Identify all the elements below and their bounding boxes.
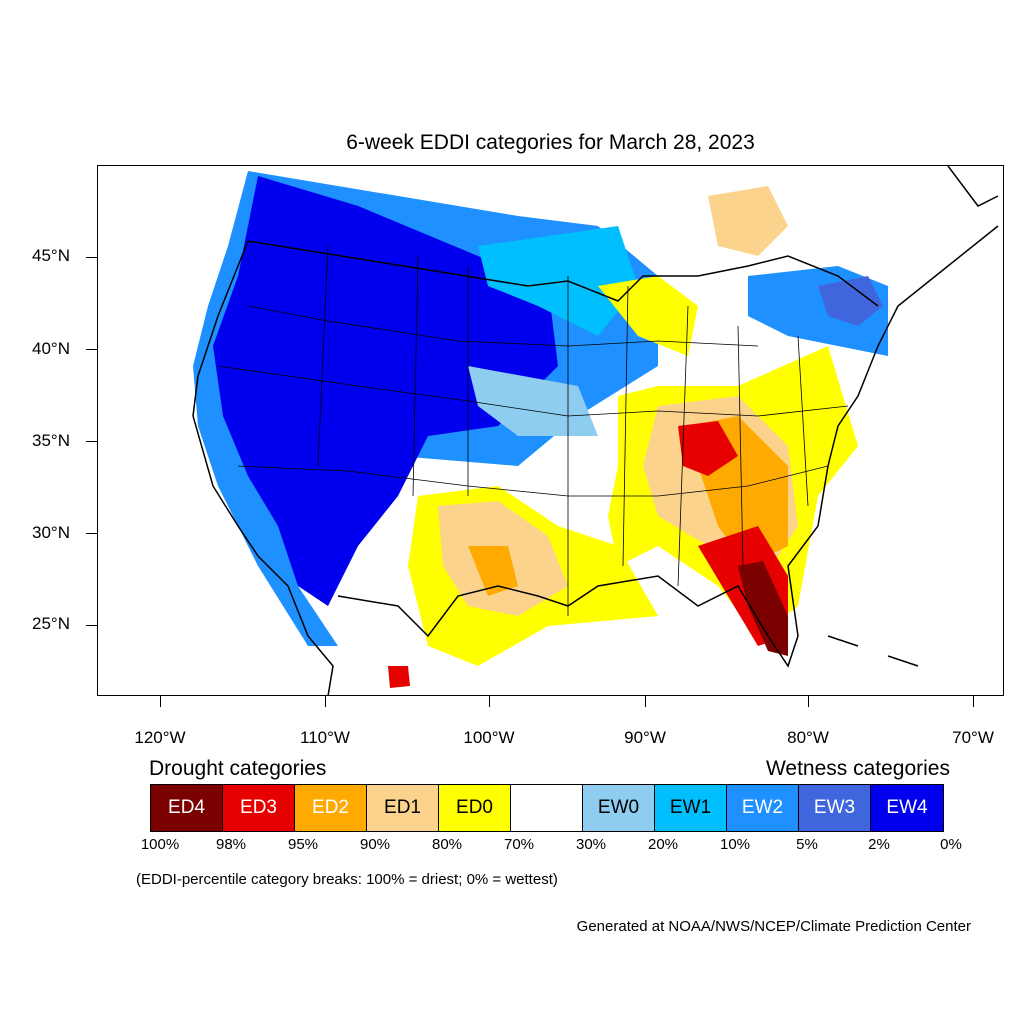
dry-region-texas-ed2 <box>468 546 518 596</box>
lon-tick-120 <box>160 696 161 707</box>
lon-label-100: 100°W <box>463 728 515 747</box>
lon-tick-90 <box>645 696 646 707</box>
map-title: 6-week EDDI categories for March 28, 202… <box>346 131 755 154</box>
percentile-break: 80% <box>431 836 463 853</box>
lat-tick-40 <box>86 349 97 350</box>
lon-tick-100 <box>489 696 490 707</box>
wet-region-west-dark <box>213 176 558 606</box>
percentile-break: 100% <box>140 836 180 853</box>
lon-tick-80 <box>808 696 809 707</box>
percentile-break: 20% <box>647 836 679 853</box>
lon-label-80: 80°W <box>787 728 829 747</box>
lat-tick-45 <box>86 257 97 258</box>
category-legend: ED4 ED3 ED2 ED1 ED0 EW0 EW1 EW2 EW3 EW4 <box>150 784 944 832</box>
lat-label-25: 25°N <box>32 614 70 633</box>
dry-region-florida-ed4 <box>738 561 788 656</box>
lat-tick-25 <box>86 625 97 626</box>
map-canvas <box>192 166 999 695</box>
lon-label-70: 70°W <box>952 728 994 747</box>
percentile-break: 90% <box>359 836 391 853</box>
state-borders <box>217 245 849 616</box>
wet-region-great-lakes <box>478 226 638 336</box>
legend-ew3: EW3 <box>799 785 871 831</box>
legend-ed4: ED4 <box>151 785 223 831</box>
lat-label-35: 35°N <box>32 431 70 450</box>
east-coast-islands <box>827 166 999 667</box>
percentile-break: 30% <box>575 836 607 853</box>
percentile-break: 70% <box>503 836 535 853</box>
legend-normal <box>511 785 583 831</box>
credit-line: Generated at NOAA/NWS/NCEP/Climate Predi… <box>576 918 971 935</box>
dry-region-quebec-ed1 <box>708 186 788 256</box>
percentile-break: 0% <box>940 836 962 853</box>
percentile-break: 2% <box>868 836 890 853</box>
legend-ew1: EW1 <box>655 785 727 831</box>
legend-ew0: EW0 <box>583 785 655 831</box>
percentile-break: 95% <box>287 836 319 853</box>
lat-label-40: 40°N <box>32 339 70 358</box>
category-breaks-note: (EDDI-percentile category breaks: 100% =… <box>136 871 558 888</box>
legend-ed2: ED2 <box>295 785 367 831</box>
dry-region-mexico-ed3 <box>388 666 410 688</box>
percentile-break: 98% <box>215 836 247 853</box>
lon-label-90: 90°W <box>624 728 666 747</box>
lon-label-110: 110°W <box>300 728 350 747</box>
legend-ew4: EW4 <box>871 785 943 831</box>
legend-ed0: ED0 <box>439 785 511 831</box>
percentile-break: 5% <box>796 836 818 853</box>
drought-categories-title: Drought categories <box>149 757 327 780</box>
lat-label-30: 30°N <box>32 523 70 542</box>
wet-region-northeast-dark <box>818 276 883 326</box>
lon-label-120: 120°W <box>134 728 186 747</box>
percentile-break: 10% <box>719 836 751 853</box>
lat-tick-30 <box>86 533 97 534</box>
legend-ed1: ED1 <box>367 785 439 831</box>
legend-ew2: EW2 <box>727 785 799 831</box>
us-outline <box>192 225 999 695</box>
dry-region-ohio-ed3 <box>678 421 738 476</box>
wetness-categories-title: Wetness categories <box>765 757 950 780</box>
lat-label-45: 45°N <box>32 246 70 265</box>
wet-region-plains-light <box>468 366 598 436</box>
eddi-map <box>97 165 1004 696</box>
lat-tick-35 <box>86 441 97 442</box>
lon-tick-110 <box>325 696 326 707</box>
lon-tick-70 <box>973 696 974 707</box>
legend-ed3: ED3 <box>223 785 295 831</box>
